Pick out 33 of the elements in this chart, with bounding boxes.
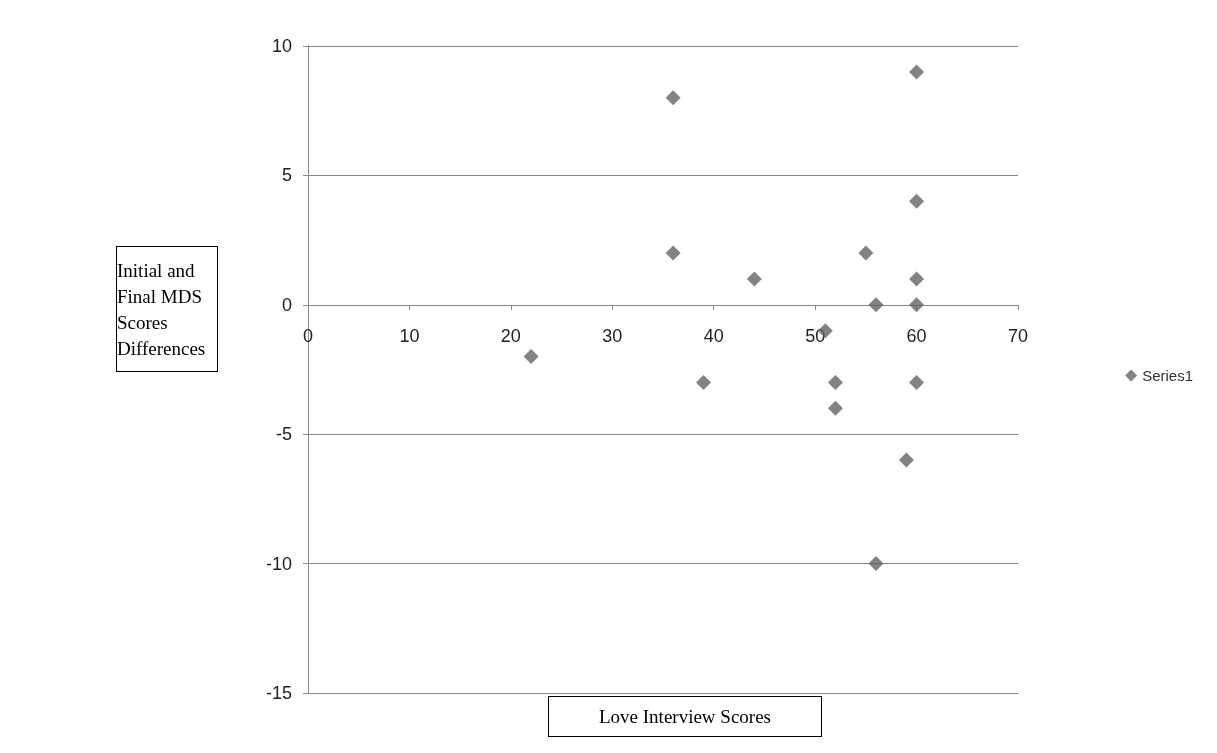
point [858, 245, 874, 261]
x-tick-label: 10 [399, 325, 420, 346]
y-tick-label: -5 [275, 424, 292, 445]
x-tick-label: 0 [302, 325, 314, 346]
x-tick-label: 20 [500, 325, 521, 346]
legend-label: Series1 [1142, 367, 1193, 384]
point [909, 374, 925, 390]
point [909, 297, 925, 313]
y-tick-label: -15 [265, 683, 292, 703]
point [909, 64, 925, 80]
point [665, 90, 681, 106]
point [696, 374, 712, 390]
point [523, 349, 539, 365]
point [868, 556, 884, 572]
x-tick-label: 30 [602, 325, 623, 346]
point [898, 452, 914, 468]
point [827, 374, 843, 390]
x-tick-label: 70 [1007, 325, 1029, 346]
point [665, 245, 681, 261]
y-axis-title: Initial and Final MDS Scores Differences [117, 259, 207, 359]
x-tick-label: 40 [703, 325, 724, 346]
point [868, 297, 884, 313]
x-axis-title: Love Interview Scores [599, 706, 771, 727]
y-tick-label: 10 [271, 36, 292, 56]
point [746, 271, 762, 287]
y-tick-label: 0 [281, 294, 292, 315]
point [909, 271, 925, 287]
point [827, 400, 843, 416]
x-tick-label: 50 [805, 325, 826, 346]
y-tick-label: 5 [281, 165, 292, 186]
point [909, 193, 925, 209]
y-tick-label: -10 [265, 553, 292, 574]
x-tick-label: 60 [906, 325, 927, 346]
